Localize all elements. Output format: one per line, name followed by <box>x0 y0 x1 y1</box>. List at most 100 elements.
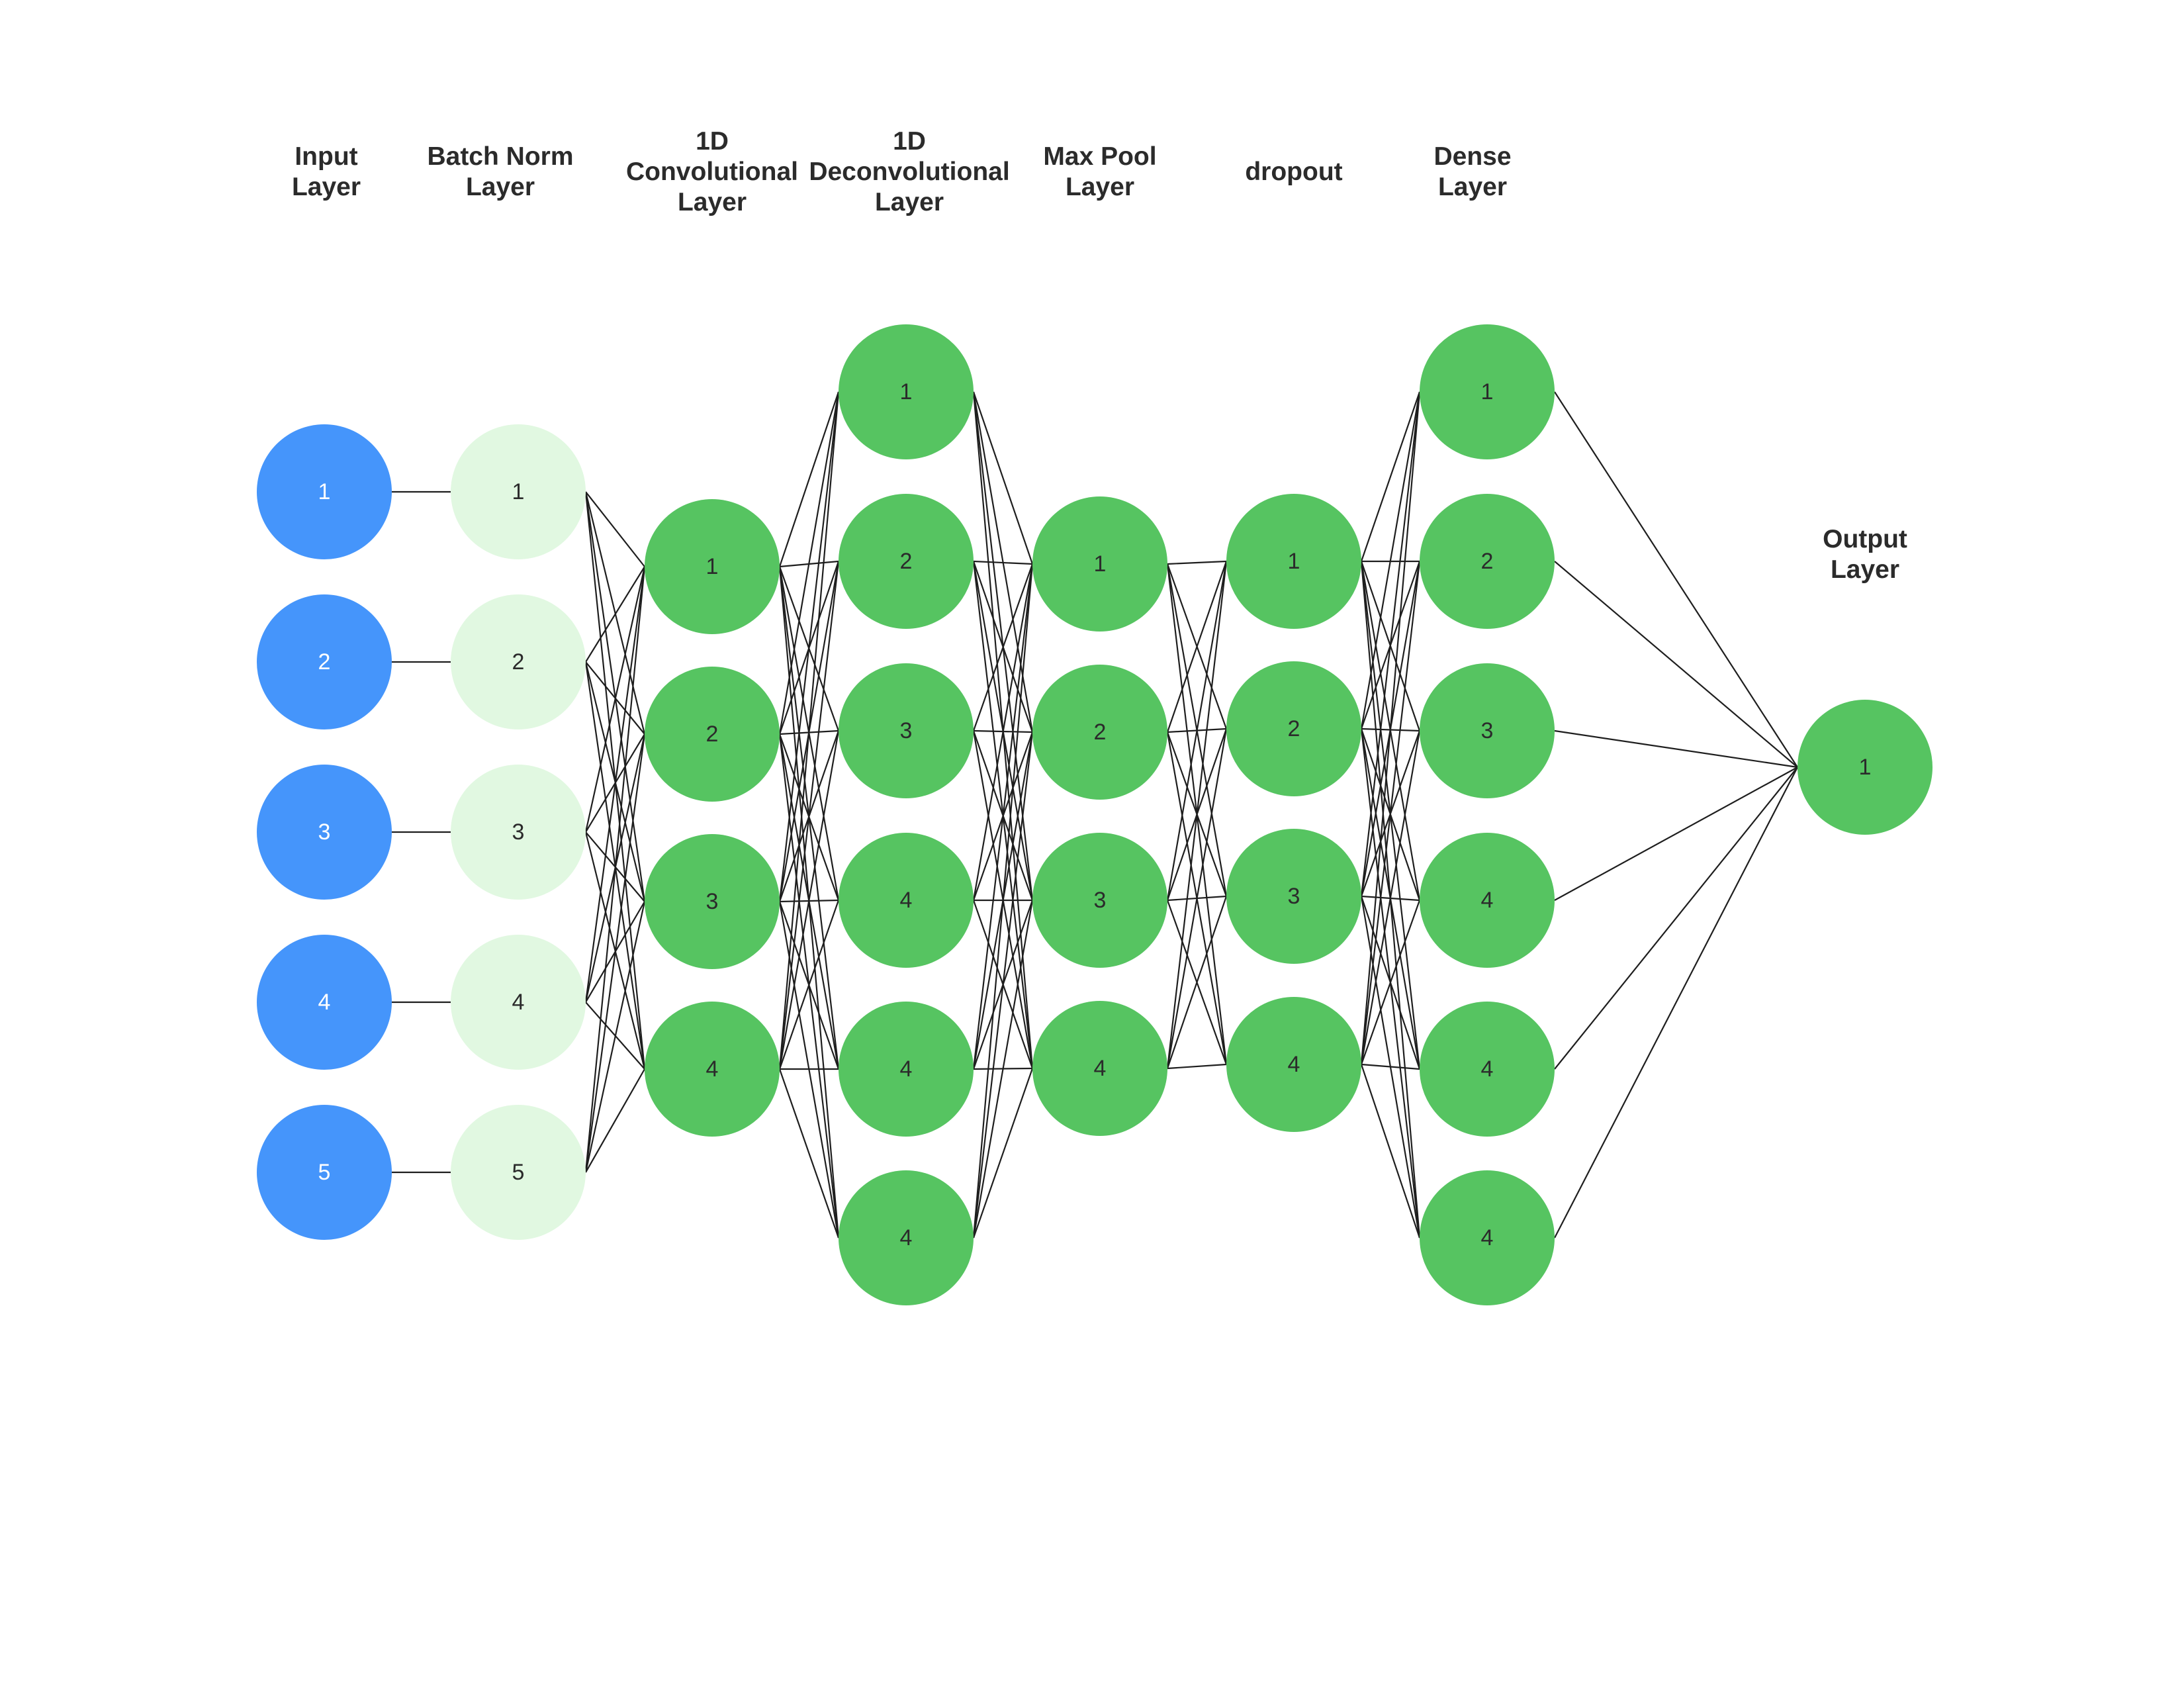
connection-max-pool-to-dropout <box>1166 561 1228 1069</box>
connection-conv1d-to-deconv1d <box>778 730 840 1070</box>
deconv1d-neuron: 4 <box>839 1170 974 1305</box>
connection-dense-to-output <box>1554 767 1798 1070</box>
conv1d-layer-title: 1D Convolutional Layer <box>606 126 818 218</box>
input-neuron: 4 <box>257 935 392 1070</box>
conv1d-neuron-label: 4 <box>706 1056 719 1082</box>
connection-dropout-to-dense <box>1360 391 1421 897</box>
input-neuron-circle <box>257 1105 392 1240</box>
max-pool-neuron-label: 1 <box>1094 551 1107 577</box>
deconv1d-title-line: Deconvolutional <box>809 158 1010 186</box>
max-pool-neuron-circle <box>1032 833 1167 968</box>
connection-dense-to-output <box>1554 391 1798 768</box>
dropout-neuron: 4 <box>1226 997 1361 1132</box>
deconv1d-neuron: 1 <box>839 324 974 459</box>
batch-norm-layer-title: Batch Norm Layer <box>394 142 606 203</box>
dropout-neuron-circle <box>1226 829 1361 964</box>
dense-neuron: 2 <box>1420 494 1555 629</box>
deconv1d-neuron-label: 4 <box>900 1225 913 1250</box>
max-pool-neuron-label: 3 <box>1094 888 1107 913</box>
conv1d-title-line: 1D <box>696 127 729 156</box>
dense-neuron-circle <box>1420 663 1555 798</box>
dropout-neuron-label: 3 <box>1288 884 1300 909</box>
connection-conv1d-to-deconv1d <box>778 391 840 902</box>
neurons: 1 2 3 4 5 1 2 3 4 5 1 2 3 4 1 2 3 4 4 4 1 2 3 4 1 2 3 4 1 2 3 4 4 4 1 <box>257 324 1933 1305</box>
batch-norm-title-line: Batch Norm <box>427 142 574 171</box>
deconv1d-neuron-circle <box>839 663 974 798</box>
conv1d-neuron-circle <box>645 667 780 802</box>
deconv1d-neuron-circle <box>839 1002 974 1137</box>
connection-max-pool-to-dropout <box>1166 728 1228 1069</box>
max-pool-neuron-circle <box>1032 1001 1167 1136</box>
deconv1d-title-line: Layer <box>874 188 944 216</box>
connection-batch-norm-to-conv1d <box>584 566 646 833</box>
deconv1d-neuron: 4 <box>839 833 974 968</box>
input-neuron: 3 <box>257 765 392 900</box>
input-title-line: Input <box>295 142 358 171</box>
dense-neuron: 4 <box>1420 833 1555 968</box>
output-neuron-circle <box>1797 700 1933 835</box>
deconv1d-neuron: 3 <box>839 663 974 798</box>
batch-norm-title-line: Layer <box>465 173 535 201</box>
conv1d-neuron-label: 1 <box>706 554 719 579</box>
batch-norm-neuron-circle <box>451 424 586 559</box>
dropout-title-line: dropout <box>1245 158 1343 186</box>
connection-conv1d-to-deconv1d <box>778 900 840 1070</box>
max-pool-neuron-label: 2 <box>1094 720 1107 745</box>
dense-neuron-label: 4 <box>1481 1056 1494 1082</box>
conv1d-neuron-label: 2 <box>706 722 719 747</box>
input-neuron: 2 <box>257 594 392 729</box>
connection-max-pool-to-dropout <box>1166 561 1228 733</box>
input-neuron-label: 5 <box>318 1160 331 1185</box>
dropout-neuron: 3 <box>1226 829 1361 964</box>
deconv1d-neuron: 2 <box>839 494 974 629</box>
connection-deconv1d-to-max-pool <box>972 731 1034 1239</box>
connection-batch-norm-to-conv1d <box>584 566 646 1003</box>
max-pool-neuron: 2 <box>1032 665 1167 800</box>
dropout-layer-title: dropout <box>1188 157 1400 187</box>
deconv1d-neuron-circle <box>839 324 974 459</box>
connection-dropout-to-dense <box>1360 391 1421 729</box>
connection-deconv1d-to-max-pool <box>972 563 1034 1239</box>
output-title-line: Layer <box>1830 555 1900 584</box>
connection-max-pool-to-dropout <box>1167 1063 1227 1070</box>
deconv1d-neuron-label: 2 <box>900 549 913 574</box>
connection-dropout-to-dense <box>1361 1063 1420 1070</box>
batch-norm-neuron: 4 <box>451 935 586 1070</box>
input-neuron-label: 3 <box>318 820 331 845</box>
connection-batch-norm-to-conv1d <box>585 566 645 663</box>
dropout-neuron-circle <box>1226 997 1361 1132</box>
output-neuron: 1 <box>1797 700 1933 835</box>
connection-batch-norm-to-conv1d <box>584 733 646 1173</box>
input-neuron-circle <box>257 935 392 1070</box>
max-pool-neuron: 4 <box>1032 1001 1167 1136</box>
dense-neuron-label: 4 <box>1481 1225 1494 1250</box>
batch-norm-neuron-label: 3 <box>512 820 525 845</box>
conv1d-neuron-circle <box>645 834 780 969</box>
dense-neuron-circle <box>1420 494 1555 629</box>
max-pool-title-line: Max Pool <box>1043 142 1157 171</box>
deconv1d-neuron-circle <box>839 494 974 629</box>
deconv1d-neuron-circle <box>839 1170 974 1305</box>
connection-deconv1d-to-max-pool <box>972 900 1034 1239</box>
max-pool-layer-title: Max Pool Layer <box>994 142 1206 203</box>
connection-dropout-to-dense <box>1360 900 1421 1065</box>
connection-max-pool-to-dropout <box>1167 560 1227 565</box>
batch-norm-neuron: 1 <box>451 424 586 559</box>
connection-dense-to-output <box>1554 767 1798 901</box>
connection-batch-norm-to-conv1d <box>585 1068 645 1173</box>
dense-neuron: 4 <box>1420 1002 1555 1137</box>
dropout-neuron-circle <box>1226 661 1361 796</box>
conv1d-neuron-circle <box>645 499 780 634</box>
input-neuron-label: 2 <box>318 649 331 675</box>
conv1d-neuron: 1 <box>645 499 780 634</box>
conv1d-title-line: Convolutional <box>626 158 798 186</box>
connection-deconv1d-to-max-pool <box>972 563 1034 1070</box>
dropout-neuron: 1 <box>1226 494 1361 629</box>
dropout-neuron-label: 1 <box>1288 549 1300 574</box>
input-neuron: 1 <box>257 424 392 559</box>
connections <box>392 391 1798 1239</box>
deconv1d-title-line: 1D <box>893 127 926 156</box>
connection-dense-to-output <box>1554 767 1798 1239</box>
conv1d-title-line: Layer <box>677 188 747 216</box>
